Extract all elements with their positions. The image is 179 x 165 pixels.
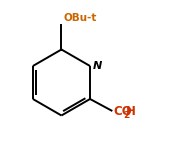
- Text: OBu-t: OBu-t: [63, 13, 96, 23]
- Text: CO: CO: [113, 105, 132, 118]
- Text: H: H: [126, 105, 136, 118]
- Text: N: N: [93, 61, 102, 71]
- Text: 2: 2: [123, 111, 129, 119]
